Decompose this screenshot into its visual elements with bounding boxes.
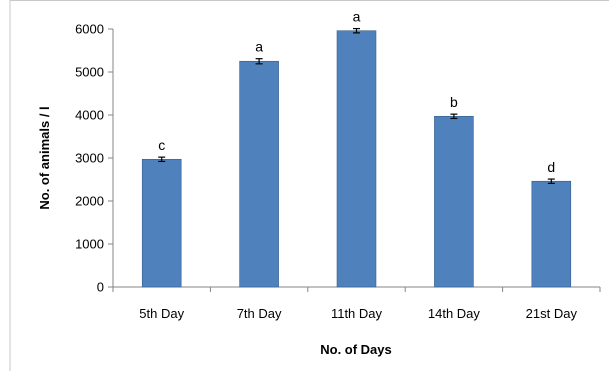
x-axis-ticks: 5th Day 7th Day 11th Day 14th Day 21st Day — [112, 287, 601, 321]
x-tick-label: 7th Day — [237, 306, 282, 321]
data-label: a — [353, 9, 361, 25]
y-tick-label: 6000 — [75, 22, 104, 37]
data-label: d — [547, 159, 555, 175]
data-label: c — [158, 137, 165, 153]
y-tick-label: 2000 — [75, 194, 104, 209]
error-bars — [158, 27, 555, 184]
error-bar — [353, 27, 360, 34]
data-label: a — [255, 39, 263, 55]
x-tick-label: 21st Day — [526, 306, 578, 321]
y-tick-label: 3000 — [75, 151, 104, 166]
y-tick-label: 4000 — [75, 108, 104, 123]
error-bar — [547, 178, 555, 184]
x-tick-label: 11th Day — [331, 306, 383, 321]
data-label: b — [450, 94, 458, 110]
error-bar — [158, 156, 166, 163]
error-bar — [255, 58, 263, 65]
bar — [531, 180, 572, 288]
y-tick-label: 1000 — [75, 237, 104, 252]
x-tick-label: 14th Day — [428, 306, 481, 321]
data-labels: c a a b d — [158, 9, 555, 176]
y-tick-label: 0 — [97, 280, 104, 295]
bar — [336, 30, 377, 288]
chart-border — [9, 0, 609, 371]
y-axis-ticks: 0 1000 2000 3000 4000 5000 6000 — [75, 22, 113, 295]
bar — [239, 60, 279, 288]
bar — [141, 158, 182, 288]
bar — [434, 115, 474, 288]
x-tick-label: 5th Day — [139, 306, 184, 321]
error-bar — [450, 113, 458, 120]
x-axis-title: No. of Days — [320, 342, 392, 357]
y-tick-label: 5000 — [75, 65, 104, 80]
y-axis-title: No. of animals / l — [37, 106, 52, 209]
bars — [141, 30, 572, 288]
